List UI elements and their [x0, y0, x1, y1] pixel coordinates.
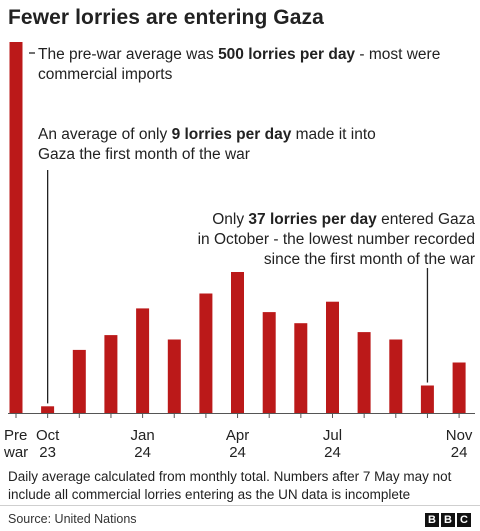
annotation-oct23-bold: 9 lorries per day [171, 126, 292, 143]
bar-nov-23 [72, 349, 86, 413]
x-tick-label: Jan 24 [131, 427, 155, 461]
bar-pre-war [9, 42, 23, 413]
bar-oct-24 [420, 385, 434, 413]
annotation-prewar-post: - most were commercial imports [38, 46, 441, 83]
annotation-oct24: Only 37 lorries per day entered Gaza in … [196, 210, 475, 270]
bar-jun-24 [294, 323, 308, 413]
annotation-oct23: An average of only 9 lorries per day mad… [38, 125, 378, 165]
x-tick-label: Apr 24 [226, 427, 249, 461]
bar-apr-24 [231, 272, 244, 413]
footer-divider [0, 505, 480, 506]
bar-sep-24 [389, 339, 403, 413]
bbc-logo-letter-1: B [425, 513, 439, 527]
annotation-prewar: The pre-war average was 500 lorries per … [38, 45, 473, 85]
bar-jul-24 [326, 301, 339, 413]
chart-title: Fewer lorries are entering Gaza [8, 6, 324, 29]
annotation-oct24-pre: Only [212, 211, 249, 228]
footnote: Daily average calculated from monthly to… [8, 469, 452, 502]
bar-dec-23 [104, 335, 118, 413]
bar-feb-24 [167, 339, 181, 413]
x-tick-label: Nov 24 [446, 427, 473, 461]
source-text: Source: United Nations [8, 512, 137, 526]
x-tick-label: Jul 24 [323, 427, 342, 461]
bar-oct-23 [41, 406, 55, 413]
annotation-oct24-bold: 37 lorries per day [248, 211, 377, 228]
annotation-oct23-post: made it into Gaza the first month of the… [38, 126, 376, 163]
annotation-oct24-post: entered Gaza in October - the lowest num… [197, 211, 475, 268]
bbc-logo-letter-3: C [457, 513, 471, 527]
bar-nov-24 [452, 362, 466, 413]
bbc-logo: B B C [425, 513, 471, 527]
bbc-logo-letter-2: B [441, 513, 455, 527]
bar-chart: Pre war Oct 23 Jan 24 Apr 24 Jul 24 Nov 24 [3, 42, 475, 461]
bar-may-24 [262, 312, 276, 413]
annotation-prewar-pre: The pre-war average was [38, 46, 219, 63]
bar-mar-24 [199, 293, 213, 413]
bar-aug-24 [357, 332, 371, 413]
bar-jan-24 [136, 308, 150, 413]
annotation-oct23-pre: An average of only [38, 126, 172, 143]
x-tick-label: Pre war [3, 427, 28, 461]
x-tick-label: Oct 23 [36, 427, 60, 461]
annotation-prewar-bold: 500 lorries per day [218, 46, 356, 63]
